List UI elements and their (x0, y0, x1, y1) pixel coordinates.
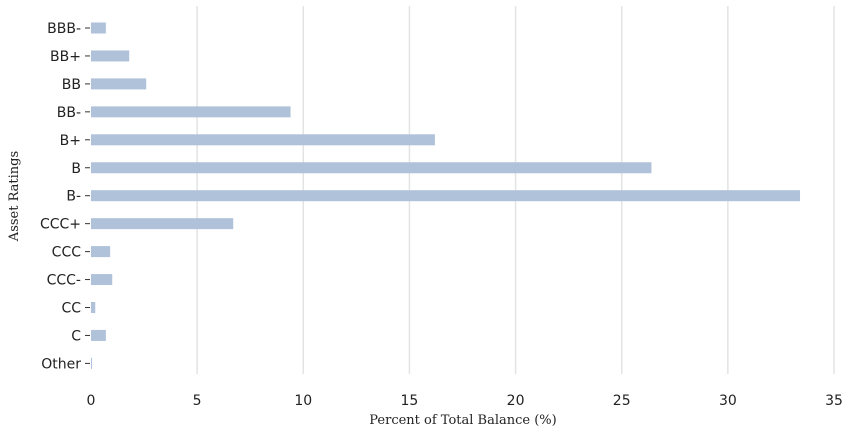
y-axis-title: Asset Ratings (7, 151, 22, 242)
bar-bplus (91, 134, 435, 146)
bar-cccminus (91, 274, 113, 286)
y-tick-label: B (71, 161, 81, 177)
x-tick-label: 30 (719, 393, 737, 409)
bar-cccplus (91, 218, 234, 230)
y-tick-label: BBB- (47, 21, 81, 37)
x-tick-label: 25 (613, 393, 631, 409)
x-tick-label: 20 (507, 393, 525, 409)
y-tick-label: Other (41, 356, 81, 372)
x-tick-label: 10 (294, 393, 312, 409)
bar-b (91, 162, 652, 174)
bar-ccc (91, 246, 111, 258)
bar-bbminus (91, 106, 291, 118)
x-axis-title: Percent of Total Balance (%) (369, 413, 556, 428)
bar-bb (91, 78, 147, 90)
y-tick-label: CC (61, 301, 81, 317)
bar-bbplus (91, 50, 130, 62)
y-tick-label: CCC+ (40, 217, 81, 233)
y-tick-label: B- (66, 189, 81, 205)
y-tick-label: BB (62, 77, 81, 93)
y-tick-label: BB+ (50, 49, 81, 65)
x-tick-labels: 0 5 10 15 20 25 30 35 (87, 393, 843, 409)
y-tick-label: CCC (52, 245, 82, 261)
y-tick-label: B+ (60, 133, 81, 149)
x-tick-label: 15 (401, 393, 419, 409)
bar-c (91, 329, 106, 341)
x-tick-label: 35 (825, 393, 843, 409)
bar-bbbminus (91, 22, 106, 34)
y-tick-label: C (71, 328, 81, 344)
bar-other (91, 357, 93, 369)
bar-bminus (91, 190, 801, 202)
y-tick-label: BB- (57, 105, 81, 121)
y-tick-label: CCC- (47, 273, 81, 289)
bar-cc (91, 302, 96, 313)
x-tick-label: 0 (87, 393, 96, 409)
bars (91, 22, 801, 369)
x-tick-label: 5 (193, 393, 202, 409)
gridlines (196, 6, 835, 374)
